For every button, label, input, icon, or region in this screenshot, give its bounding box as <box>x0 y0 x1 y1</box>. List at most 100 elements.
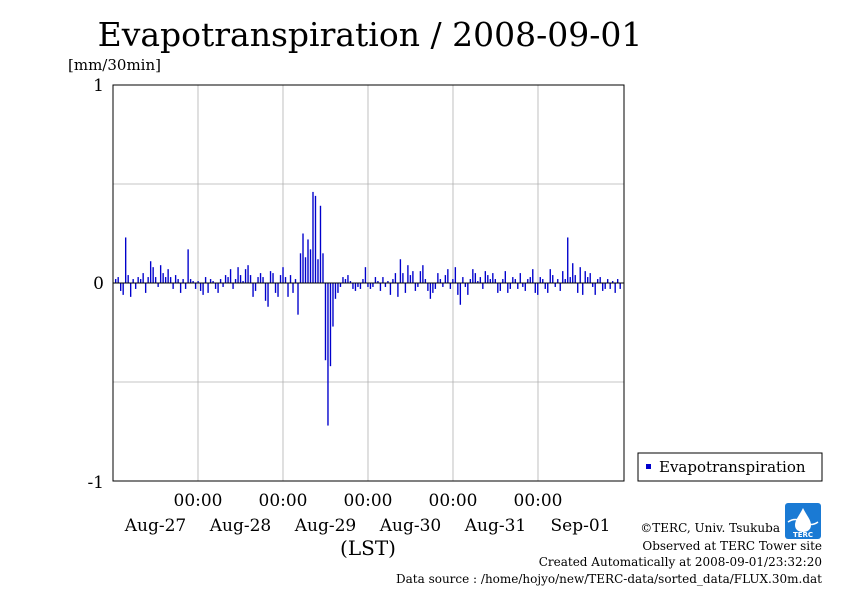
bar <box>534 283 536 293</box>
bar <box>149 261 152 283</box>
bar <box>197 281 199 283</box>
bar <box>417 283 419 287</box>
bar <box>379 283 382 291</box>
bar <box>497 283 499 293</box>
bar <box>432 283 434 293</box>
x-tick-time-label: 00:00 <box>259 491 308 511</box>
bar <box>234 279 237 283</box>
x-tick-date-label: Sep-01 <box>551 516 611 536</box>
bar <box>499 283 501 291</box>
bar <box>329 283 332 367</box>
bar <box>579 267 581 283</box>
bar <box>519 273 521 283</box>
x-tick-date-label: Aug-27 <box>124 516 186 536</box>
bar <box>282 267 284 283</box>
bar <box>272 273 274 283</box>
bar <box>572 263 574 283</box>
bar <box>202 283 204 295</box>
bar <box>574 275 576 283</box>
bar <box>554 283 556 287</box>
bar <box>117 277 119 283</box>
bar <box>337 283 339 293</box>
bar <box>177 279 179 283</box>
bar <box>312 191 314 283</box>
bar <box>214 283 217 289</box>
bar <box>437 273 439 283</box>
bar <box>132 279 134 283</box>
bar <box>249 275 252 283</box>
bar <box>274 283 277 293</box>
bar <box>224 275 227 283</box>
bar <box>334 283 337 299</box>
bar <box>492 273 494 283</box>
bar <box>162 273 164 283</box>
bar <box>284 277 287 283</box>
bar <box>352 283 354 289</box>
bar <box>237 267 239 283</box>
legend-label: Evapotranspiration <box>659 458 806 476</box>
bar <box>599 277 601 283</box>
bar <box>509 283 511 289</box>
legend-swatch <box>646 464 651 469</box>
bar <box>172 283 174 289</box>
bar <box>404 283 407 293</box>
bar <box>532 269 534 283</box>
bar <box>527 279 529 283</box>
bar <box>124 237 127 283</box>
bar <box>287 283 289 297</box>
bar <box>227 277 229 283</box>
bar <box>442 283 444 287</box>
bar <box>262 277 264 283</box>
observed-text: Observed at TERC Tower site <box>642 539 822 553</box>
bar <box>474 273 477 283</box>
bar <box>332 283 334 327</box>
bar <box>254 283 257 291</box>
bar <box>399 259 402 283</box>
legend: Evapotranspiration <box>637 452 823 482</box>
bar <box>452 279 454 283</box>
bar <box>374 277 377 283</box>
bar <box>259 273 262 283</box>
x-tick-date-label: Aug-31 <box>464 516 526 536</box>
logo-text: TERC <box>793 531 813 539</box>
bar <box>507 283 509 293</box>
bar <box>232 283 234 289</box>
bar <box>382 277 384 283</box>
bar <box>434 283 437 289</box>
bar <box>522 283 524 287</box>
bar <box>367 283 369 287</box>
bar <box>504 271 506 283</box>
bar <box>472 269 474 283</box>
bar <box>564 279 566 283</box>
bar <box>239 275 242 283</box>
bar <box>199 283 202 291</box>
bar <box>152 267 154 283</box>
bar <box>569 277 571 283</box>
bar <box>167 269 169 283</box>
bar <box>604 283 606 289</box>
bar <box>482 283 484 289</box>
bar <box>219 279 222 283</box>
bar <box>592 283 594 287</box>
bar <box>587 277 589 283</box>
x-tick-date-label: Aug-29 <box>294 516 356 536</box>
bar <box>147 277 149 283</box>
bar <box>607 279 609 283</box>
bar <box>584 271 586 283</box>
bar <box>447 269 449 283</box>
bar <box>602 283 604 291</box>
bar <box>207 283 209 293</box>
bar <box>319 205 322 283</box>
x-axis-labels: 00:00 00:00 00:00 00:00 00:00 Aug-27 Aug-28 Aug… <box>124 491 611 536</box>
bar <box>359 283 362 289</box>
bar <box>277 283 279 297</box>
bar <box>184 283 187 289</box>
bar <box>597 279 599 283</box>
bar <box>309 249 312 283</box>
bar <box>314 195 317 283</box>
bar <box>192 281 194 283</box>
bar <box>467 283 469 295</box>
bar <box>139 279 142 283</box>
x-tick-time-label: 00:00 <box>514 491 563 511</box>
bar <box>209 279 212 283</box>
